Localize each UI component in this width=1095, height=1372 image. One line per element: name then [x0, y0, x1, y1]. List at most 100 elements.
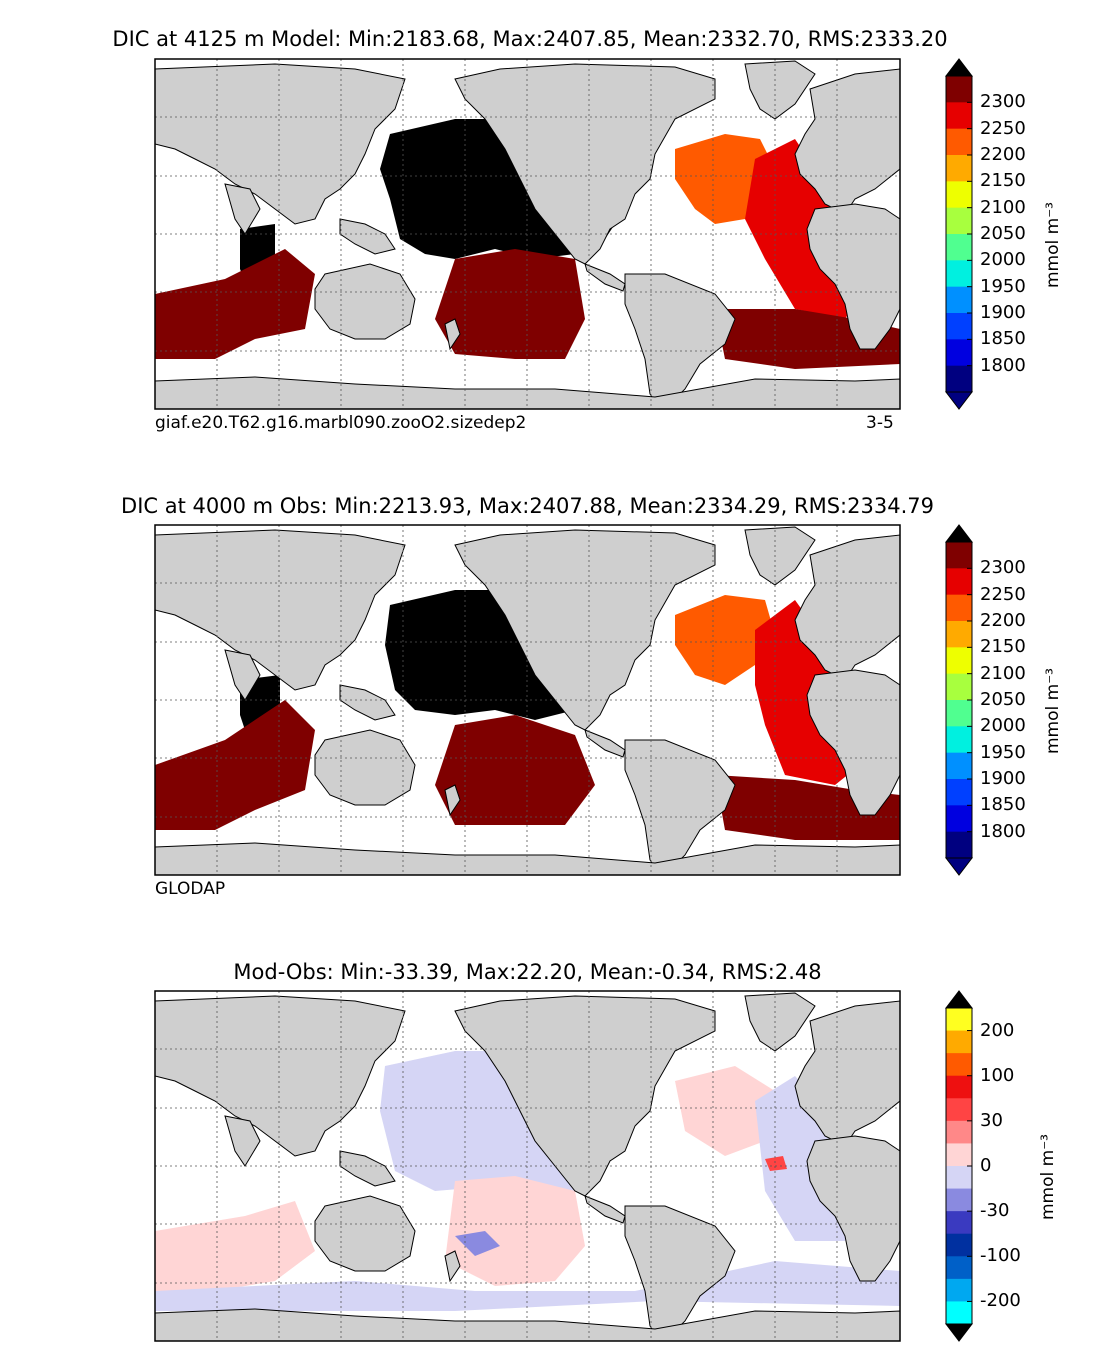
colorbar-tick-label: 1800 [980, 820, 1026, 842]
panel-2-southern-1 [155, 700, 315, 830]
panel-1-colorbar-unit: mmol m⁻³ [1043, 202, 1063, 288]
colorbar-over-triangle [944, 58, 974, 77]
colorbar-segment [946, 1233, 972, 1257]
colorbar-segment [946, 1256, 972, 1280]
panel-1-title: DIC at 4125 m Model: Min:2183.68, Max:24… [112, 27, 948, 51]
colorbar-segment [946, 700, 972, 727]
colorbar-tick-label: -30 [980, 1200, 1010, 1222]
colorbar-segment [946, 621, 972, 648]
panel-1-run-label: giaf.e20.T62.g16.marbl090.zooO2.sizedep2 [155, 413, 527, 433]
colorbar-tick-label: 2150 [980, 170, 1026, 192]
panel-3-colorbar [944, 990, 974, 1342]
colorbar-segment [946, 1120, 972, 1144]
colorbar-tick-label: 1850 [980, 794, 1026, 816]
panel-3-southern-blue [155, 1261, 900, 1311]
panel-3-dark-blue-patch [455, 1231, 500, 1256]
colorbar-segment [946, 726, 972, 754]
colorbar-segment [946, 339, 972, 367]
colorbar-tick-label: 0 [980, 1155, 992, 1176]
colorbar-tick-label: 2050 [980, 223, 1026, 244]
colorbar-tick-label: 2100 [980, 662, 1026, 684]
colorbar-tick-label: 2100 [980, 196, 1026, 218]
colorbar-segment [946, 568, 972, 596]
colorbar-segment [946, 76, 972, 103]
colorbar-tick-label: 2200 [980, 144, 1026, 165]
colorbar-segment [946, 286, 972, 314]
panel-2-colorbar [944, 524, 974, 876]
colorbar-over-triangle [944, 524, 974, 543]
colorbar-segment [946, 542, 972, 569]
colorbar-tick-label: 1950 [980, 741, 1026, 763]
colorbar-tick-label: 100 [980, 1064, 1015, 1086]
colorbar-tick-label: 2250 [980, 117, 1026, 139]
colorbar-tick-label: 2150 [980, 636, 1026, 658]
panel-3-title: Mod-Obs: Min:-33.39, Max:22.20, Mean:-0.… [233, 960, 822, 984]
panel-2-colorbar-unit: mmol m⁻³ [1043, 668, 1063, 754]
colorbar-tick-label: -100 [980, 1245, 1021, 1267]
colorbar-segment [946, 1211, 972, 1235]
panel-2-title: DIC at 4000 m Obs: Min:2213.93, Max:2407… [121, 494, 934, 518]
colorbar-under-triangle [944, 857, 974, 876]
panel-3-colorbar-unit: mmol m⁻³ [1038, 1134, 1058, 1220]
colorbar-tick-label: 1900 [980, 768, 1026, 789]
colorbar-tick-label: 1800 [980, 354, 1026, 376]
colorbar-segment [946, 673, 972, 701]
colorbar-segment [946, 1301, 972, 1325]
panel-2-southern-2 [435, 715, 595, 825]
colorbar-tick-label: 1850 [980, 328, 1026, 350]
colorbar-segment [946, 805, 972, 833]
colorbar-tick-label: 2000 [980, 715, 1026, 737]
colorbar-segment [946, 365, 972, 393]
colorbar-segment [946, 594, 972, 622]
colorbar-tick-label: 2050 [980, 689, 1026, 710]
colorbar-under-triangle [944, 1323, 974, 1342]
colorbar-tick-label: 2200 [980, 610, 1026, 631]
colorbar-tick-label: 2250 [980, 583, 1026, 605]
colorbar-under-triangle [944, 391, 974, 410]
colorbar-segment [946, 234, 972, 261]
colorbar-segment [946, 1098, 972, 1122]
colorbar-tick-label: 30 [980, 1109, 1003, 1131]
panel-3-southern [155, 1201, 315, 1296]
panel-1-southern-1 [155, 249, 315, 359]
panel-3-pink-1 [445, 1176, 585, 1286]
colorbar-segment [946, 647, 972, 675]
colorbar-segment [946, 1188, 972, 1212]
colorbar-segment [946, 102, 972, 130]
colorbar-tick-label: -200 [980, 1290, 1021, 1312]
colorbar-tick-label: 2000 [980, 249, 1026, 271]
colorbar-tick-label: 1900 [980, 302, 1026, 323]
colorbar-segment [946, 831, 972, 859]
panel-3-map [154, 990, 901, 1342]
colorbar-over-triangle [944, 990, 974, 1009]
panel-1-years-label: 3-5 [866, 413, 894, 433]
colorbar-tick-label: 2300 [980, 91, 1026, 113]
colorbar-segment [946, 207, 972, 235]
colorbar-tick-label: 200 [980, 1019, 1015, 1041]
colorbar-segment [946, 260, 972, 288]
colorbar-segment [946, 155, 972, 182]
colorbar-segment [946, 1143, 972, 1167]
panel-3-red-patch [765, 1156, 787, 1171]
colorbar-segment [946, 1075, 972, 1099]
panel-3-pink-2 [675, 1066, 775, 1156]
colorbar-segment [946, 779, 972, 806]
colorbar-segment [946, 313, 972, 340]
colorbar-segment [946, 752, 972, 780]
colorbar-segment [946, 128, 972, 156]
panel-2-source-label: GLODAP [155, 879, 226, 899]
panel-1-colorbar [944, 58, 974, 410]
colorbar-segment [946, 1166, 972, 1190]
colorbar-segment [946, 1008, 972, 1032]
panel-1-southern-2 [435, 249, 585, 359]
colorbar-tick-label: 1950 [980, 275, 1026, 297]
colorbar-segment [946, 1053, 972, 1077]
colorbar-segment [946, 1030, 972, 1054]
panel-2-n-atlantic [675, 595, 775, 685]
colorbar-segment [946, 1278, 972, 1302]
colorbar-segment [946, 181, 972, 209]
colorbar-tick-label: 2300 [980, 557, 1026, 579]
panel-2-map [154, 524, 901, 876]
panel-1-map [154, 58, 901, 410]
